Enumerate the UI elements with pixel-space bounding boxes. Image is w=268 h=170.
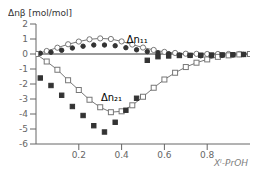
- svg-text:0.6: 0.6: [157, 150, 172, 160]
- svg-text:1: 1: [22, 34, 28, 44]
- html-text:Δnβ [mol/mol]: Δnβ [mol/mol]: [8, 8, 73, 18]
- svg-text:Δn₂₁: Δn₂₁: [101, 92, 122, 103]
- svg-text:-4: -4: [19, 109, 28, 119]
- svg-text:-2: -2: [19, 79, 28, 89]
- svg-text:-5: -5: [19, 124, 28, 134]
- svg-text:0.2: 0.2: [72, 150, 86, 160]
- svg-text:-1: -1: [19, 64, 28, 74]
- svg-text:0.4: 0.4: [114, 150, 129, 160]
- svg-text:2: 2: [22, 19, 28, 29]
- svg-text:Xᴵ-PrOH: Xᴵ-PrOH: [213, 158, 248, 168]
- svg-text:0.8: 0.8: [200, 150, 215, 160]
- svg-text:-6: -6: [19, 139, 28, 149]
- svg-text:-3: -3: [19, 94, 28, 104]
- svg-text:0: 0: [22, 49, 28, 59]
- svg-text:Δn₁₁: Δn₁₁: [127, 34, 148, 45]
